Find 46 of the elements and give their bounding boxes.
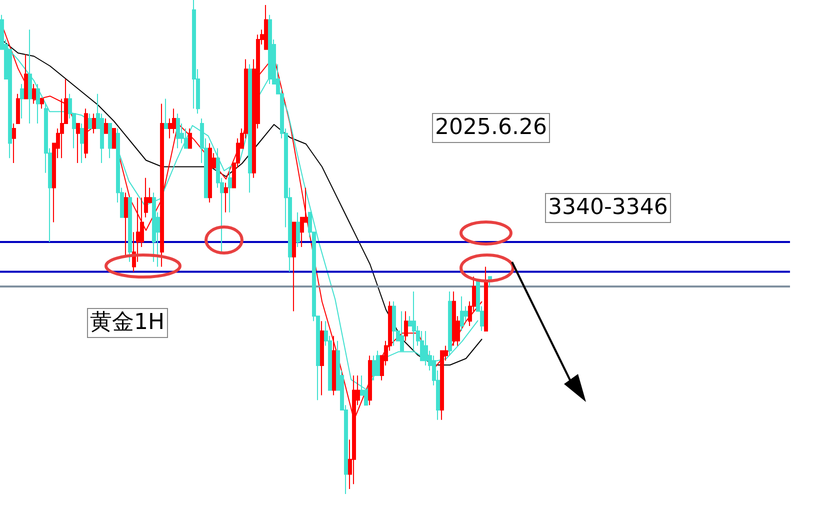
candlestick bbox=[296, 212, 300, 248]
candlestick bbox=[20, 83, 24, 120]
candlestick bbox=[460, 296, 464, 332]
candlestick bbox=[128, 197, 132, 262]
annotation: 2025.6.26 bbox=[432, 113, 550, 143]
candlestick bbox=[184, 128, 188, 149]
candlestick bbox=[320, 320, 324, 396]
candlestick bbox=[160, 103, 164, 268]
candlestick bbox=[400, 310, 404, 352]
candlestick bbox=[108, 123, 112, 159]
annotation: 黄金1H bbox=[87, 308, 168, 338]
candlestick bbox=[404, 310, 408, 342]
candlestick bbox=[188, 128, 192, 149]
candlestick bbox=[76, 123, 80, 164]
candlestick bbox=[16, 93, 20, 124]
candlestick bbox=[448, 290, 452, 356]
candlestick bbox=[12, 123, 16, 164]
candlestick bbox=[264, 4, 268, 50]
candlestick bbox=[36, 83, 40, 124]
candlestick bbox=[392, 300, 396, 346]
candlestick bbox=[124, 192, 128, 258]
candlestick bbox=[292, 222, 296, 312]
candlestick bbox=[412, 290, 416, 352]
candlestick bbox=[228, 167, 232, 213]
candlestick bbox=[176, 113, 180, 149]
candlestick bbox=[80, 123, 84, 164]
candlestick bbox=[104, 118, 108, 134]
candlestick bbox=[424, 330, 428, 366]
candlestick bbox=[332, 335, 336, 396]
candlestick bbox=[224, 182, 228, 213]
candlestick bbox=[192, 0, 196, 110]
candlestick bbox=[24, 54, 28, 100]
candlestick bbox=[164, 98, 168, 129]
text: 3340-3346 bbox=[545, 193, 671, 223]
candlestick bbox=[84, 108, 88, 159]
candlestick bbox=[368, 355, 372, 406]
candlestick bbox=[208, 142, 212, 204]
candlestick bbox=[248, 64, 252, 194]
candlestick bbox=[32, 83, 36, 104]
candlestick bbox=[92, 113, 96, 134]
candlestick bbox=[88, 113, 92, 129]
candlestick bbox=[452, 290, 456, 346]
candlestick bbox=[144, 177, 148, 218]
candlestick bbox=[112, 128, 116, 149]
candlestick bbox=[40, 98, 44, 110]
candlestick bbox=[420, 330, 424, 362]
